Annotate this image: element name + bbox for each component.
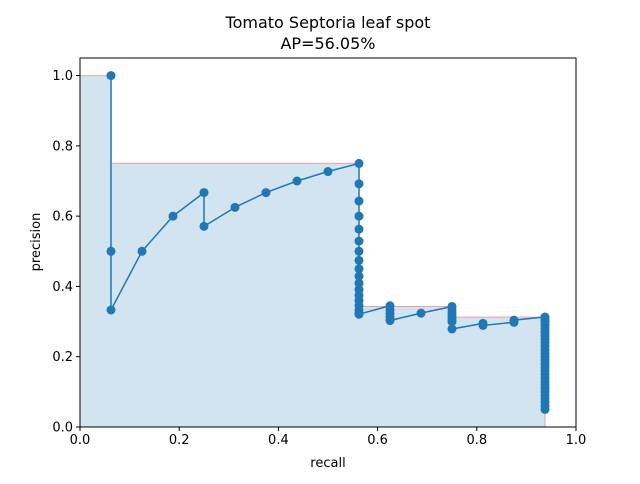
pr-point xyxy=(354,179,364,189)
pr-point xyxy=(354,236,364,246)
y-tick-label: 0.0 xyxy=(52,421,73,436)
pr-point xyxy=(106,71,116,81)
ap-area-fill xyxy=(80,75,545,428)
pr-point xyxy=(106,305,116,315)
pr-point xyxy=(199,188,209,198)
x-axis-label: recall xyxy=(310,456,345,471)
pr-point xyxy=(447,324,457,334)
x-tick-label: 0.6 xyxy=(367,433,388,448)
pr-point xyxy=(199,221,209,231)
pr-point xyxy=(354,271,364,281)
chart-title-line2: AP=56.05% xyxy=(280,34,375,53)
x-tick-label: 0.0 xyxy=(70,433,91,448)
pr-point xyxy=(354,196,364,206)
pr-point xyxy=(354,255,364,265)
y-tick-label: 1.0 xyxy=(52,69,73,84)
pr-point xyxy=(354,224,364,234)
pr-point xyxy=(137,246,147,256)
x-tick-label: 0.4 xyxy=(268,433,289,448)
x-tick-label: 0.2 xyxy=(169,433,190,448)
pr-point xyxy=(354,309,364,319)
y-tick-label: 0.8 xyxy=(52,139,73,154)
y-tick-label: 0.2 xyxy=(52,350,73,365)
pr-point xyxy=(354,278,364,288)
pr-point xyxy=(540,404,550,414)
plot-area xyxy=(80,71,550,428)
pr-point xyxy=(509,315,519,325)
pr-point xyxy=(168,211,178,221)
chart-title-line1: Tomato Septoria leaf spot xyxy=(225,13,431,32)
pr-point xyxy=(354,211,364,221)
pr-point xyxy=(354,246,364,256)
pr-point xyxy=(292,176,302,186)
pr-point xyxy=(323,167,333,177)
y-tick-label: 0.4 xyxy=(52,280,73,295)
axes-frame xyxy=(79,57,577,428)
pr-point xyxy=(106,246,116,256)
y-axis-label: precision xyxy=(29,213,44,272)
pr-point xyxy=(230,202,240,212)
pr-point xyxy=(261,188,271,198)
y-tick-label: 0.6 xyxy=(52,210,73,225)
pr-point xyxy=(385,316,395,326)
pr-point xyxy=(354,158,364,168)
pr-point xyxy=(447,317,457,327)
x-tick-label: 1.0 xyxy=(566,433,587,448)
pr-point xyxy=(354,264,364,274)
x-axis-ticks: 0.0 0.2 0.4 0.6 0.8 1.0 xyxy=(70,427,587,448)
y-axis-ticks: 0.0 0.2 0.4 0.6 0.8 1.0 xyxy=(52,69,80,436)
x-tick-label: 0.8 xyxy=(466,433,487,448)
pr-point xyxy=(416,308,426,318)
pr-point xyxy=(478,320,488,330)
